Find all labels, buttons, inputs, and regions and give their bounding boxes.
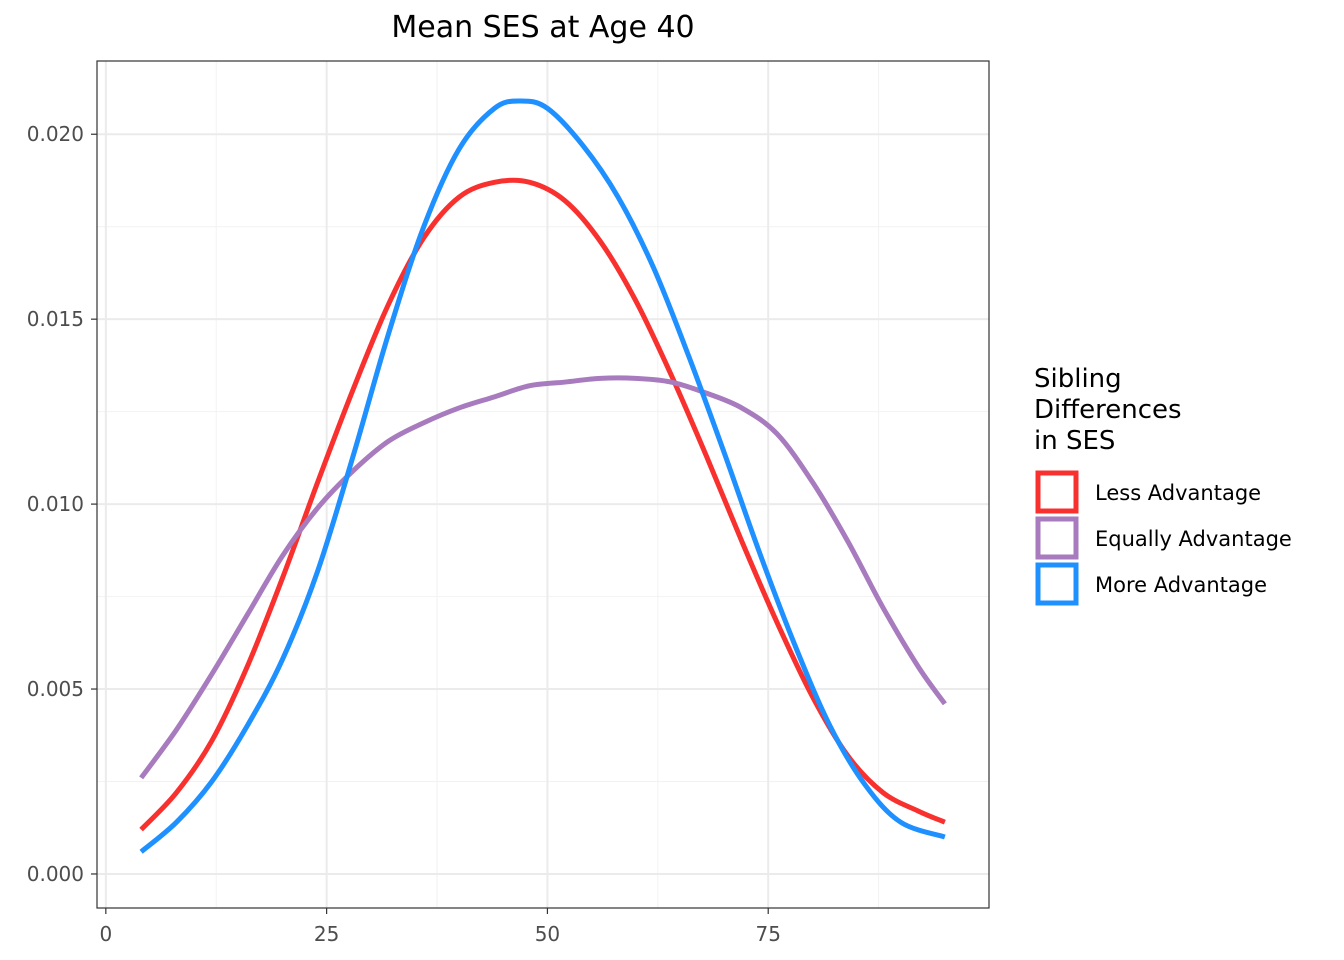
- y-tick-label: 0.020: [27, 122, 84, 146]
- series-line-less-advantage: [139, 177, 946, 832]
- grid: [97, 61, 989, 908]
- legend-label-equally-advantage: Equally Advantage: [1095, 527, 1292, 551]
- legend-title-line: in SES: [1034, 426, 1115, 456]
- series-line-more-advantage: [139, 98, 946, 854]
- legend-title-line: Sibling: [1034, 364, 1122, 394]
- plot-panel-border: [96, 60, 990, 909]
- chart-title: Mean SES at Age 40: [391, 10, 694, 45]
- series-lines: [139, 98, 947, 854]
- y-tick-label: 0.005: [27, 677, 84, 701]
- x-tick-label: 25: [314, 922, 339, 946]
- legend-label-more-advantage: More Advantage: [1095, 573, 1267, 597]
- x-tick-label: 50: [535, 922, 560, 946]
- y-tick-label: 0.010: [27, 492, 84, 516]
- x-tick-label: 0: [99, 922, 112, 946]
- y-tick-label: 0.000: [27, 862, 84, 886]
- legend-title-line: Differences: [1034, 395, 1182, 425]
- legend-key-equally-advantage: [1035, 516, 1079, 560]
- legend-label-less-advantage: Less Advantage: [1095, 481, 1261, 505]
- axes: 0 25 50 75 0.000 0.005 0.010 0.015 0.020: [27, 122, 781, 946]
- legend-key-more-advantage: [1035, 562, 1079, 606]
- series-line-equally-advantage: [139, 375, 947, 780]
- y-tick-label: 0.015: [27, 307, 84, 331]
- x-tick-label: 75: [755, 922, 780, 946]
- legend-key-less-advantage: [1035, 470, 1079, 514]
